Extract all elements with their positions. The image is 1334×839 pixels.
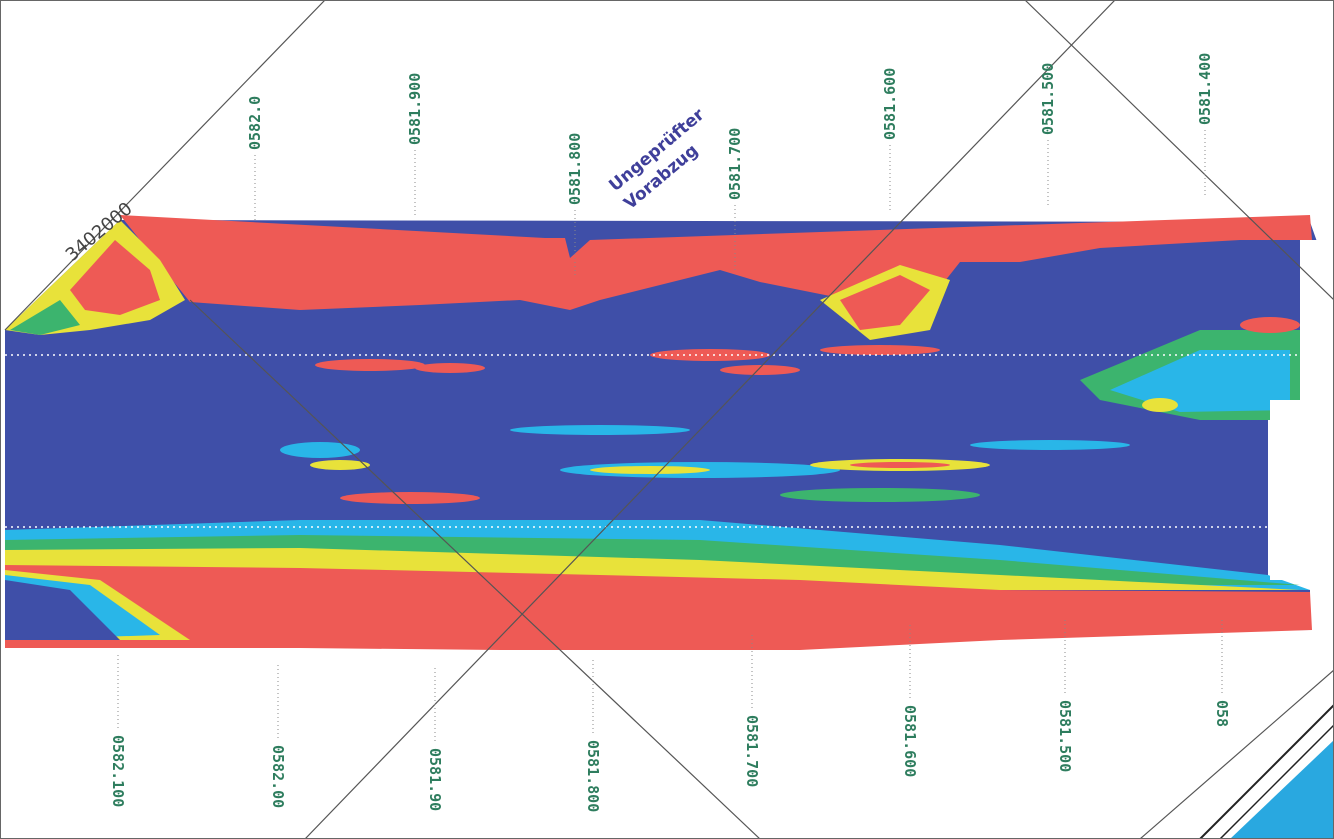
top-coordinate: 0581.900 <box>406 73 424 145</box>
bottom-coordinate: 0581.600 <box>901 705 919 777</box>
top-coordinate: 0581.800 <box>566 133 584 205</box>
depth-mixed <box>1142 398 1178 412</box>
bottom-coordinate: 0581.500 <box>1056 700 1074 772</box>
top-coordinate: 0581.500 <box>1039 63 1057 135</box>
bottom-coordinate: 0582.100 <box>109 735 127 807</box>
bottom-coordinate: 0581.700 <box>743 715 761 787</box>
bottom-coordinate: 058 <box>1213 700 1231 727</box>
survey-map: 3402000 Ungeprüfter Vorabzug 0582.00581.… <box>0 0 1334 839</box>
bottom-coordinate: 0581.800 <box>584 740 602 812</box>
top-coordinate: 0582.0 <box>246 96 264 150</box>
gap <box>1300 240 1334 400</box>
top-coordinate: 0581.600 <box>881 68 899 140</box>
bottom-coordinate: 0581.90 <box>426 748 444 811</box>
top-coordinate: 0581.400 <box>1196 53 1214 125</box>
depth-mixed <box>1240 317 1300 333</box>
top-coordinate: 0581.700 <box>726 128 744 200</box>
bottom-coordinate: 0582.00 <box>269 745 287 808</box>
gap <box>1270 400 1334 580</box>
